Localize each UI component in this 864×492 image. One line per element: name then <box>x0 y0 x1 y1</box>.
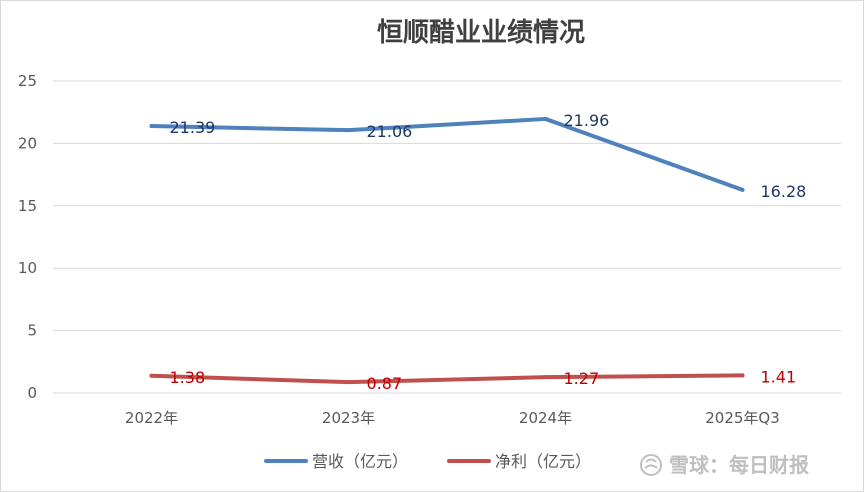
legend-item: 净利（亿元） <box>447 452 591 471</box>
data-label: 16.28 <box>761 182 807 201</box>
data-point <box>543 375 548 380</box>
data-point <box>740 187 745 192</box>
xueqiu-logo-icon <box>640 454 662 476</box>
x-tick-label: 2024年 <box>519 409 572 427</box>
x-tick-label: 2023年 <box>322 409 375 427</box>
x-tick-label: 2022年 <box>125 409 178 427</box>
data-label: 1.27 <box>564 369 600 388</box>
y-tick-label: 20 <box>18 134 37 152</box>
data-label: 1.41 <box>761 367 797 386</box>
x-tick-label: 2025年Q3 <box>705 409 780 427</box>
y-tick-label: 10 <box>18 259 37 277</box>
legend-item: 营收（亿元） <box>264 452 408 471</box>
data-label: 21.96 <box>564 111 610 130</box>
y-tick-label: 5 <box>27 322 37 340</box>
y-tick-label: 25 <box>18 72 37 90</box>
data-point <box>149 373 154 378</box>
data-point <box>346 380 351 385</box>
data-label: 1.38 <box>170 368 206 387</box>
watermark-text: 雪球：每日财报 <box>669 453 809 477</box>
legend-label: 营收（亿元） <box>312 452 408 471</box>
data-point <box>149 124 154 129</box>
series-line-1 <box>149 373 745 385</box>
chart-title: 恒顺醋业业绩情况 <box>377 18 585 48</box>
data-point <box>346 128 351 133</box>
data-label: 21.39 <box>170 118 216 137</box>
data-label: 21.06 <box>367 122 413 141</box>
data-point <box>543 116 548 121</box>
data-point <box>740 373 745 378</box>
data-label: 0.87 <box>367 374 403 393</box>
y-tick-label: 15 <box>18 197 37 215</box>
legend-label: 净利（亿元） <box>495 452 591 471</box>
series-line-0 <box>149 116 745 192</box>
y-tick-label: 0 <box>27 384 37 402</box>
watermark: 雪球：每日财报 <box>640 453 809 477</box>
